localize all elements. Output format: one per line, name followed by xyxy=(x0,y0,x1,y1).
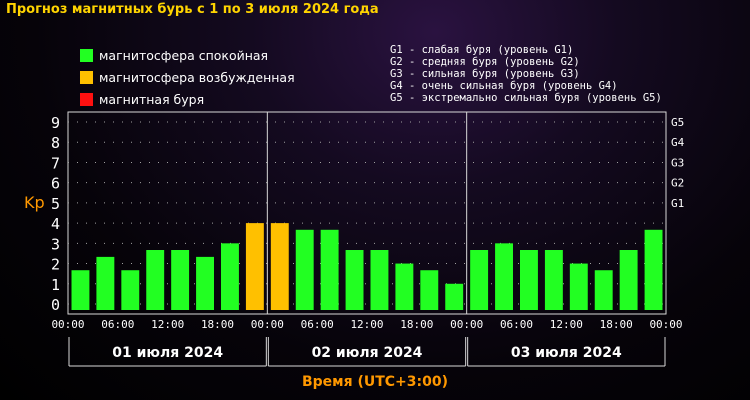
kp-bar xyxy=(644,229,663,310)
kp-bar xyxy=(445,283,464,310)
day-label: 01 июля 2024 xyxy=(112,345,223,361)
g-legend-line: G1 - слабая буря (уровень G1) xyxy=(390,44,574,56)
g-level-label: G1 xyxy=(671,197,684,210)
x-axis-label: Время (UTC+3:00) xyxy=(301,374,449,390)
kp-bar xyxy=(196,256,214,310)
kp-bar xyxy=(71,270,90,310)
y-tick-label: 4 xyxy=(51,215,60,233)
x-tick-label: 00:00 xyxy=(450,318,483,331)
kp-bar xyxy=(370,250,389,310)
day-label: 02 июля 2024 xyxy=(312,345,423,361)
y-tick-label: 5 xyxy=(51,195,60,213)
kp-bar xyxy=(594,270,613,310)
legend-swatch-excited xyxy=(80,70,93,84)
g-legend-line: G2 - средняя буря (уровень G2) xyxy=(390,56,580,68)
x-tick-label: 18:00 xyxy=(600,318,633,331)
kp-bar xyxy=(121,270,140,310)
legend-item-quiet: магнитосфера спокойная xyxy=(80,44,295,66)
day-label: 03 июля 2024 xyxy=(511,345,622,361)
kp-bar xyxy=(495,243,513,310)
kp-bar xyxy=(420,270,439,310)
legend-item-storm: магнитная буря xyxy=(80,88,295,110)
g-legend-line: G3 - сильная буря (уровень G3) xyxy=(390,68,580,80)
kp-bar xyxy=(221,243,239,310)
y-tick-label: 9 xyxy=(51,114,60,132)
x-tick-label: 12:00 xyxy=(550,318,583,331)
legend-label-quiet: магнитосфера спокойная xyxy=(99,47,269,63)
g-level-label: G3 xyxy=(671,156,684,169)
x-tick-label: 18:00 xyxy=(201,318,234,331)
kp-bar xyxy=(320,229,339,310)
y-tick-label: 2 xyxy=(51,256,60,274)
kp-bar xyxy=(470,250,489,310)
x-tick-label: 00:00 xyxy=(649,318,682,331)
y-tick-label: 8 xyxy=(51,134,60,152)
x-tick-label: 00:00 xyxy=(251,318,284,331)
kp-bar xyxy=(270,223,289,310)
legend-swatch-quiet xyxy=(80,48,93,62)
x-tick-label: 12:00 xyxy=(151,318,184,331)
page-title: Прогноз магнитных бурь с 1 по 3 июля 202… xyxy=(6,2,379,17)
kp-bar xyxy=(395,263,414,310)
kp-bar xyxy=(146,250,165,310)
y-axis-label: Kp xyxy=(24,193,45,212)
y-tick-label: 0 xyxy=(51,296,60,314)
kp-bar xyxy=(619,250,638,310)
g-legend-line: G4 - очень сильная буря (уровень G4) xyxy=(390,80,618,92)
g-level-label: G4 xyxy=(671,136,685,149)
x-tick-label: 12:00 xyxy=(350,318,383,331)
kp-bar xyxy=(295,229,314,310)
kp-bar xyxy=(544,250,563,310)
y-tick-label: 3 xyxy=(51,235,60,253)
legend-item-excited: магнитосфера возбужденная xyxy=(80,66,295,88)
kp-bar xyxy=(245,223,264,310)
x-tick-label: 18:00 xyxy=(400,318,433,331)
g-level-label: G2 xyxy=(671,177,684,190)
kp-bar xyxy=(569,263,588,310)
x-tick-label: 00:00 xyxy=(51,318,84,331)
kp-bar xyxy=(520,250,538,310)
x-tick-label: 06:00 xyxy=(301,318,334,331)
status-legend: магнитосфера спокойная магнитосфера возб… xyxy=(80,44,295,110)
kp-bar xyxy=(171,250,190,310)
legend-swatch-storm xyxy=(80,92,93,106)
g-level-label: G5 xyxy=(671,116,684,129)
kp-bar xyxy=(345,250,364,310)
kp-bar xyxy=(96,256,115,310)
x-tick-label: 06:00 xyxy=(101,318,134,331)
g-legend-line: G5 - экстремально сильная буря (уровень … xyxy=(390,92,662,104)
plot-frame xyxy=(67,111,667,315)
y-tick-label: 6 xyxy=(51,175,60,193)
x-tick-label: 06:00 xyxy=(500,318,533,331)
y-tick-label: 1 xyxy=(51,276,60,294)
g-level-legend: G1 - слабая буря (уровень G1) G2 - средн… xyxy=(390,44,662,104)
y-tick-label: 7 xyxy=(51,154,60,172)
legend-label-storm: магнитная буря xyxy=(99,91,205,107)
legend-label-excited: магнитосфера возбужденная xyxy=(99,69,295,85)
